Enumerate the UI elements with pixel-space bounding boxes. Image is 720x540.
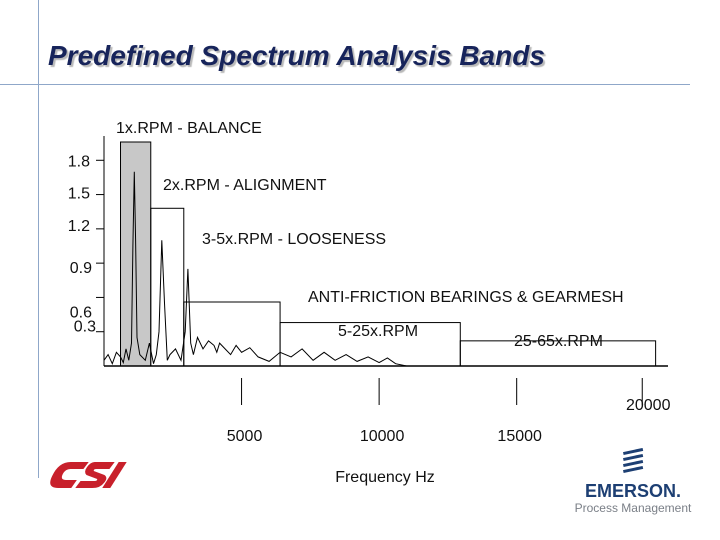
band-label-2: 2x.RPM - ALIGNMENT — [163, 177, 327, 194]
band-label-5: 25-65x.RPM — [514, 333, 603, 350]
emerson-emblem-icon — [623, 447, 644, 474]
y-tick-label: 1.8 — [68, 153, 90, 170]
band-label-4: 5-25x.RPM — [338, 323, 418, 340]
band-label-3: 3-5x.RPM - LOOSENESS — [202, 231, 386, 248]
band-label-1: 1x.RPM - BALANCE — [116, 120, 262, 137]
x-tick-label: 5000 — [227, 428, 263, 445]
spectrum-trace-group — [103, 171, 407, 367]
group-label: ANTI-FRICTION BEARINGS & GEARMESH — [308, 289, 624, 306]
x-axis-label: Frequency Hz — [335, 469, 435, 486]
y-ticks: 1.8 1.5 1.2 0.9 0.60.3 — [68, 153, 104, 336]
x-tick-label: 20000 — [626, 397, 671, 414]
x-ticks: 5000 10000 15000 20000 — [227, 378, 671, 445]
emerson-logo: EMERSON. Process Management — [568, 447, 698, 515]
y-tick-label: 0.3 — [74, 319, 96, 336]
left-divider — [38, 0, 39, 478]
x-tick-label: 15000 — [497, 428, 542, 445]
band-labels: 1x.RPM - BALANCE 2x.RPM - ALIGNMENT 3-5x.R… — [116, 120, 624, 350]
x-tick-label: 10000 — [360, 428, 405, 445]
csi-logo — [50, 462, 127, 488]
y-tick-label: 0.6 — [70, 304, 92, 321]
band-box-2 — [150, 207, 185, 367]
slide-title: Predefined Spectrum Analysis Bands — [48, 40, 545, 71]
y-tick-label: 1.2 — [68, 218, 90, 235]
emerson-tagline: Process Management — [574, 501, 692, 515]
emerson-wordmark: EMERSON. — [584, 481, 681, 501]
chart-axes — [103, 136, 668, 367]
y-tick-label: 0.9 — [70, 260, 92, 277]
spectrum-trace — [103, 171, 407, 367]
title-divider — [0, 84, 690, 85]
y-tick-label: 1.5 — [68, 186, 90, 203]
band-box-3 — [183, 301, 281, 367]
